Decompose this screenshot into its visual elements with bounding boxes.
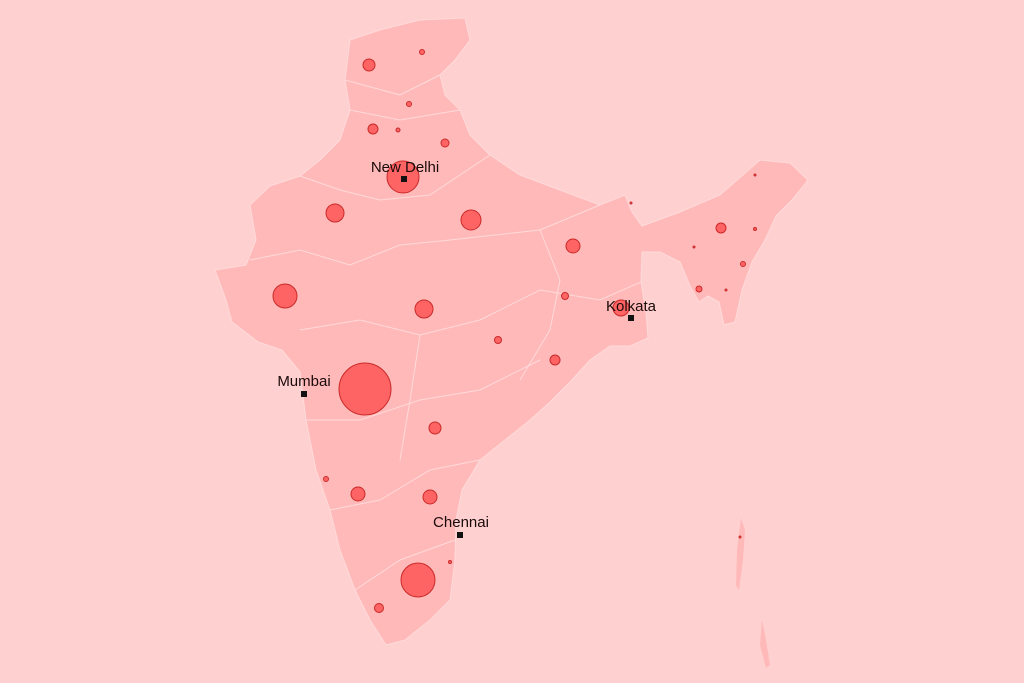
bubble bbox=[428, 421, 442, 435]
islands bbox=[736, 518, 770, 668]
city-marker bbox=[301, 391, 307, 397]
bubble bbox=[740, 261, 746, 267]
bubble bbox=[753, 173, 757, 177]
bubble bbox=[323, 476, 329, 482]
city-label: Mumbai bbox=[277, 373, 330, 390]
city-marker bbox=[628, 315, 634, 321]
city-label: Kolkata bbox=[606, 298, 657, 315]
bubble bbox=[350, 486, 366, 502]
bubble bbox=[753, 227, 757, 231]
city-label: Chennai bbox=[433, 514, 489, 531]
bubble bbox=[724, 288, 728, 292]
bubble bbox=[325, 203, 345, 223]
bubble bbox=[629, 201, 633, 205]
bubbles bbox=[272, 49, 757, 613]
cities: New Delhi Mumbai Kolkata Chennai bbox=[277, 159, 657, 538]
state-borders bbox=[249, 74, 642, 591]
bubble bbox=[695, 285, 703, 293]
bubble bbox=[561, 292, 569, 300]
bubble bbox=[367, 123, 379, 135]
bubble bbox=[715, 222, 727, 234]
bubble bbox=[414, 299, 434, 319]
bubble bbox=[692, 245, 696, 249]
bubble bbox=[422, 489, 438, 505]
bubble bbox=[494, 336, 502, 344]
city-label: New Delhi bbox=[371, 159, 439, 176]
bubble bbox=[448, 560, 452, 564]
bubble bbox=[338, 362, 392, 416]
bubble bbox=[549, 354, 561, 366]
bubble bbox=[440, 138, 450, 148]
bubble bbox=[272, 283, 298, 309]
bubble bbox=[395, 127, 401, 133]
bubble bbox=[419, 49, 425, 55]
bubble bbox=[565, 238, 581, 254]
city-marker bbox=[457, 532, 463, 538]
bubble bbox=[612, 299, 630, 317]
bubble bbox=[400, 562, 436, 598]
bubble bbox=[406, 101, 412, 107]
bubble bbox=[738, 535, 742, 539]
bubble bbox=[374, 603, 384, 613]
bubble bbox=[362, 58, 376, 72]
city-marker bbox=[401, 176, 407, 182]
country-shape bbox=[214, 17, 809, 646]
bubble bbox=[460, 209, 482, 231]
